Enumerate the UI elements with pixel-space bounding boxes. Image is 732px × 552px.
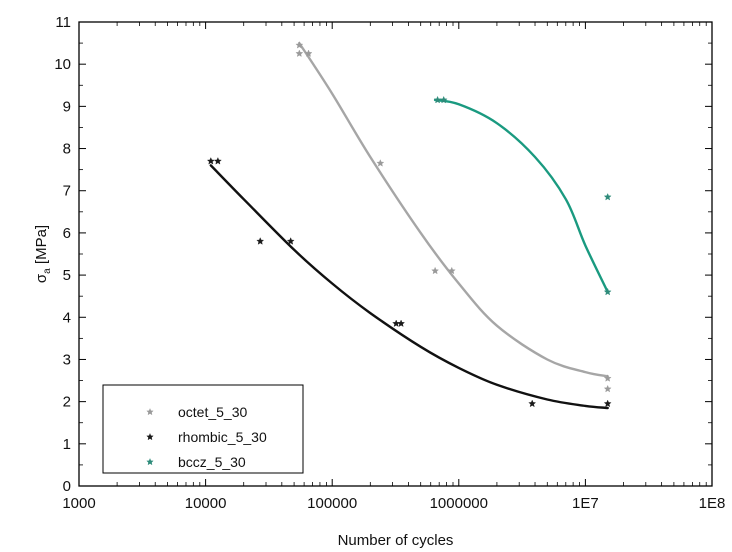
y-tick-label: 5 <box>63 267 71 284</box>
data-point-octet_5_30 <box>603 374 612 382</box>
data-point-octet_5_30 <box>304 49 313 57</box>
data-point-rhombic_5_30 <box>528 399 537 408</box>
y-tick-label: 8 <box>63 141 71 158</box>
data-point-rhombic_5_30 <box>397 319 406 327</box>
x-tick-label: 100000 <box>307 495 357 512</box>
x-tick-label: 1000000 <box>430 495 488 512</box>
legend-marker-octet_5_30 <box>146 408 154 416</box>
y-axis-label: σa [MPa] <box>33 225 53 283</box>
y-tick-label: 3 <box>63 351 71 368</box>
legend-marker-bccz_5_30 <box>146 458 154 466</box>
data-point-octet_5_30 <box>603 384 612 393</box>
y-tick-label: 10 <box>54 56 71 73</box>
y-axis-ticks: 0 1 2 3 4 5 6 7 8 9 10 11 <box>54 14 712 495</box>
data-point-bccz_5_30 <box>603 192 612 201</box>
y-tick-label: 1 <box>63 436 71 453</box>
data-point-rhombic_5_30 <box>286 237 295 245</box>
data-point-octet_5_30 <box>295 41 304 49</box>
fit-curve-bccz_5_30 <box>433 98 609 294</box>
y-tick-label: 4 <box>63 309 71 326</box>
legend-label-rhombic_5_30: rhombic_5_30 <box>178 429 267 445</box>
data-point-octet_5_30 <box>295 49 304 57</box>
y-tick-label: 9 <box>63 98 71 115</box>
y-tick-label: 11 <box>55 14 71 31</box>
data-point-rhombic_5_30 <box>256 237 265 245</box>
legend-label-octet_5_30: octet_5_30 <box>178 404 247 420</box>
data-point-rhombic_5_30 <box>206 157 215 165</box>
data-point-rhombic_5_30 <box>603 399 612 408</box>
fit-curve-rhombic_5_30 <box>209 164 609 410</box>
legend: octet_5_30 rhombic_5_30 bccz_5_30 <box>102 384 304 474</box>
data-points <box>206 41 612 408</box>
y-tick-label: 7 <box>63 183 71 200</box>
x-tick-label: 1000 <box>62 495 95 512</box>
legend-marker-rhombic_5_30 <box>146 433 154 441</box>
data-point-bccz_5_30 <box>439 95 448 104</box>
data-point-bccz_5_30 <box>603 287 612 296</box>
y-axis-label-symbol: σ <box>33 273 50 283</box>
y-tick-label: 0 <box>63 478 71 495</box>
data-point-octet_5_30 <box>376 159 385 167</box>
legend-label-bccz_5_30: bccz_5_30 <box>178 454 246 470</box>
x-axis-label: Number of cycles <box>338 532 454 549</box>
y-axis-label-unit: [MPa] <box>33 225 50 268</box>
x-tick-label: 1E7 <box>572 495 599 512</box>
fit-curve-octet_5_30 <box>298 41 609 378</box>
x-axis-ticks: 1000 10000 100000 1000000 1E7 1E8 <box>62 22 725 512</box>
fit-curves <box>209 41 609 410</box>
legend-box <box>102 384 304 474</box>
y-axis-label-subscript: a <box>42 268 53 274</box>
x-tick-label: 10000 <box>185 495 227 512</box>
data-point-octet_5_30 <box>447 266 456 275</box>
y-tick-label: 2 <box>63 394 71 411</box>
y-tick-label: 6 <box>63 225 71 242</box>
data-point-rhombic_5_30 <box>213 157 222 165</box>
x-tick-label: 1E8 <box>699 495 726 512</box>
data-point-octet_5_30 <box>431 266 439 275</box>
